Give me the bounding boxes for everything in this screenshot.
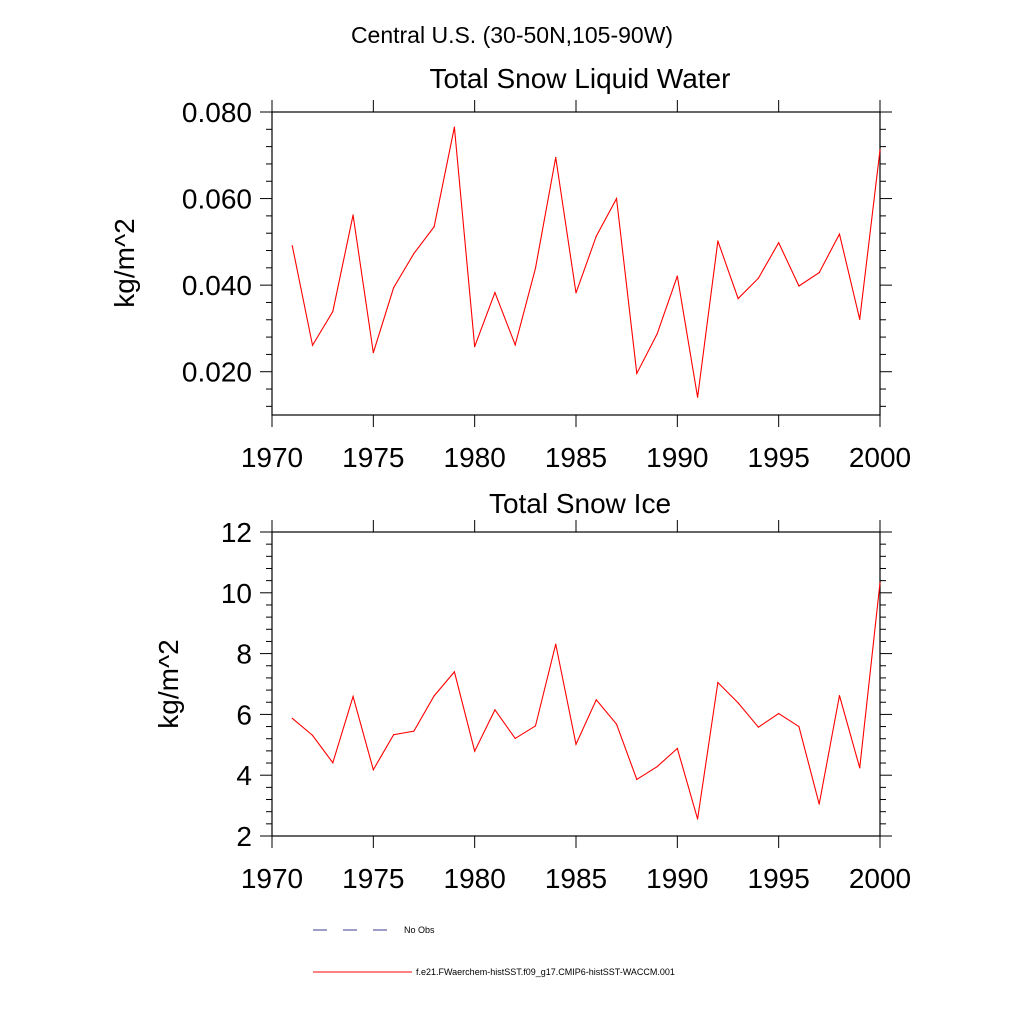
data-point — [332, 310, 334, 313]
chart-title: Total Snow Liquid Water — [430, 63, 731, 94]
data-point — [352, 695, 354, 698]
data-point — [859, 767, 861, 769]
data-point — [413, 252, 415, 255]
x-tick-label: 2000 — [849, 442, 911, 473]
data-point — [474, 750, 476, 752]
data-point — [433, 226, 435, 228]
data-point — [453, 126, 455, 128]
x-tick-label: 1995 — [748, 863, 810, 894]
data-point — [352, 214, 354, 216]
data-point — [697, 396, 699, 398]
data-point — [311, 734, 314, 736]
data-point — [757, 726, 760, 728]
data-point — [494, 709, 496, 711]
data-point — [433, 695, 435, 697]
series-line — [291, 582, 881, 820]
legend-label-no-obs: No Obs — [404, 925, 435, 935]
data-point — [859, 318, 861, 320]
data-point — [737, 297, 739, 300]
x-tick-label: 2000 — [849, 863, 911, 894]
y-tick-label: 0.040 — [182, 270, 252, 301]
data-point — [413, 730, 415, 732]
y-tick-label: 0.080 — [182, 97, 252, 128]
x-tick-label: 1975 — [342, 442, 404, 473]
figure-suptitle: Central U.S. (30-50N,105-90W) — [351, 22, 673, 48]
data-point — [514, 737, 516, 740]
data-point — [656, 333, 658, 335]
data-point — [798, 725, 800, 728]
data-point — [534, 725, 537, 727]
data-point — [494, 291, 496, 294]
chart-title: Total Snow Ice — [489, 488, 671, 519]
data-point — [595, 235, 597, 237]
data-point — [879, 149, 881, 151]
x-tick-label: 1970 — [241, 442, 303, 473]
x-tick-label: 1995 — [748, 442, 810, 473]
y-tick-label: 2 — [236, 821, 252, 852]
x-tick-label: 1985 — [545, 863, 607, 894]
data-point — [737, 702, 739, 704]
legend-label-model: f.e21.FWaerchem-histSST.f09_g17.CMIP6-hi… — [416, 967, 675, 977]
data-point — [615, 197, 618, 200]
data-point — [291, 717, 293, 719]
data-point — [595, 699, 597, 701]
y-tick-label: 12 — [221, 517, 252, 548]
data-point — [717, 240, 719, 242]
data-point — [717, 681, 719, 684]
data-point — [453, 671, 455, 673]
y-tick-label: 0.060 — [182, 184, 252, 215]
data-point — [575, 743, 577, 745]
x-tick-label: 1990 — [646, 442, 708, 473]
plot-frame — [271, 531, 881, 837]
data-point — [372, 769, 374, 771]
data-point — [555, 156, 557, 159]
data-point — [291, 245, 293, 247]
x-tick-label: 1970 — [241, 863, 303, 894]
data-point — [575, 292, 577, 294]
data-point — [514, 344, 516, 346]
series-line — [291, 127, 881, 398]
data-point — [798, 285, 800, 287]
y-axis-label: kg/m^2 — [109, 218, 140, 307]
data-point — [615, 723, 618, 725]
data-point — [838, 233, 841, 235]
data-point — [393, 287, 395, 289]
data-point — [818, 803, 820, 805]
data-point — [332, 762, 334, 764]
data-point — [656, 766, 658, 768]
data-point — [778, 712, 780, 715]
data-point — [757, 277, 760, 279]
y-axis-label: kg/m^2 — [153, 639, 184, 728]
y-tick-label: 8 — [236, 639, 252, 670]
x-tick-label: 1980 — [444, 863, 506, 894]
y-tick-label: 0.020 — [182, 357, 252, 388]
data-point — [636, 778, 638, 781]
data-point — [393, 734, 395, 736]
x-tick-label: 1990 — [646, 863, 708, 894]
data-point — [879, 582, 881, 584]
y-tick-label: 6 — [236, 699, 252, 730]
data-point — [778, 242, 780, 244]
x-tick-label: 1975 — [342, 863, 404, 894]
y-tick-label: 10 — [221, 578, 252, 609]
data-point — [818, 271, 820, 274]
data-point — [697, 818, 699, 820]
data-point — [311, 344, 314, 346]
data-point — [555, 643, 557, 645]
legend: No Obs f.e21.FWaerchem-histSST.f09_g17.C… — [313, 925, 675, 977]
data-point — [838, 694, 841, 697]
data-point — [636, 372, 638, 375]
panel-snow-ice: Total Snow Ice kg/m^2 2 4 6 8 10 12 1970 1975 1980… — [153, 488, 911, 894]
panel-snow-liquid-water: Total Snow Liquid Water kg/m^2 0.020 0.040 0… — [109, 63, 911, 473]
data-point — [676, 275, 678, 277]
y-tick-label: 4 — [236, 760, 252, 791]
data-point — [372, 352, 374, 354]
data-point — [534, 267, 537, 269]
data-point — [474, 346, 476, 348]
data-point — [676, 747, 678, 750]
x-tick-label: 1985 — [545, 442, 607, 473]
x-tick-label: 1980 — [444, 442, 506, 473]
